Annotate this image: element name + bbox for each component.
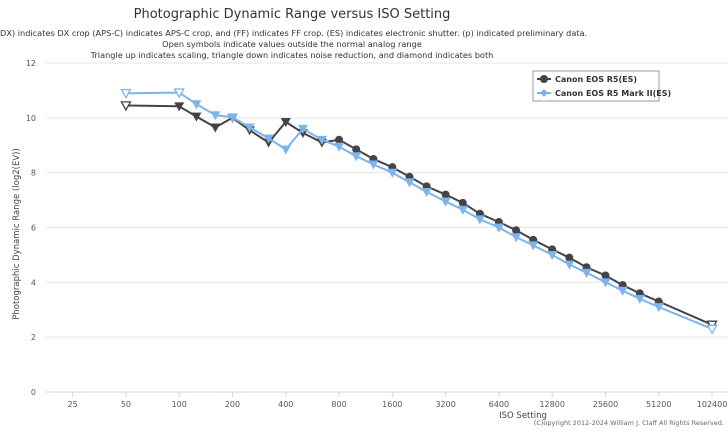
legend-label-canon-eos-r5: Canon EOS R5(ES) bbox=[555, 75, 637, 84]
chart-subtitle-line-2: Open symbols indicate values outside the… bbox=[162, 39, 422, 49]
data-point-triangle[interactable] bbox=[351, 152, 362, 162]
data-point-triangle[interactable] bbox=[511, 233, 522, 243]
data-point-triangle[interactable] bbox=[210, 123, 221, 133]
data-point-triangle[interactable] bbox=[387, 168, 398, 178]
x-tick-label: 100 bbox=[172, 400, 187, 409]
data-point-triangle[interactable] bbox=[210, 111, 221, 121]
data-point-triangle-open[interactable] bbox=[173, 88, 185, 99]
y-tick-label: 4 bbox=[31, 278, 36, 287]
legend-box bbox=[532, 70, 660, 102]
y-tick-label: 6 bbox=[31, 224, 36, 233]
x-tick-label: 51200 bbox=[646, 400, 671, 409]
data-point-circle[interactable] bbox=[512, 226, 521, 235]
series-layer bbox=[120, 88, 718, 335]
x-tick-label: 3200 bbox=[435, 400, 455, 409]
data-point-triangle[interactable] bbox=[617, 286, 628, 296]
data-point-triangle[interactable] bbox=[368, 160, 379, 170]
data-point-circle[interactable] bbox=[601, 271, 610, 280]
data-point-circle[interactable] bbox=[441, 190, 450, 199]
data-point-triangle[interactable] bbox=[244, 123, 255, 133]
data-point-triangle[interactable] bbox=[297, 124, 308, 134]
series-canon-eos-r5 bbox=[120, 101, 718, 331]
legend-item-canon-eos-r5-mark-ii[interactable]: Canon EOS R5 Mark II(ES) bbox=[537, 89, 671, 98]
data-point-triangle[interactable] bbox=[653, 303, 664, 313]
x-tick-label: 102400 bbox=[697, 400, 728, 409]
data-point-triangle[interactable] bbox=[280, 118, 291, 128]
data-point-triangle[interactable] bbox=[474, 215, 485, 225]
x-tick-label: 25600 bbox=[593, 400, 618, 409]
legend-circle-marker-icon bbox=[540, 75, 548, 83]
data-point-triangle[interactable] bbox=[191, 112, 202, 122]
data-point-triangle[interactable] bbox=[564, 260, 575, 270]
legend: Canon EOS R5(ES) Canon EOS R5 Mark II(ES… bbox=[532, 70, 671, 102]
data-point-circle[interactable] bbox=[565, 253, 574, 262]
y-tick-label: 8 bbox=[31, 169, 36, 178]
data-point-circle[interactable] bbox=[335, 135, 344, 144]
data-point-triangle[interactable] bbox=[334, 142, 345, 152]
data-point-triangle[interactable] bbox=[581, 268, 592, 278]
data-point-triangle[interactable] bbox=[263, 134, 274, 144]
data-point-triangle-open[interactable] bbox=[706, 324, 718, 335]
x-tick-label: 800 bbox=[331, 400, 346, 409]
data-point-triangle[interactable] bbox=[316, 135, 327, 145]
data-point-circle[interactable] bbox=[458, 198, 467, 207]
data-point-triangle[interactable] bbox=[227, 113, 238, 123]
x-tick-label: 1600 bbox=[382, 400, 402, 409]
legend-item-canon-eos-r5[interactable]: Canon EOS R5(ES) bbox=[537, 75, 637, 84]
x-tick-label: 400 bbox=[278, 400, 293, 409]
chart-subtitle-line-1: (DX) indicates DX crop (APS-C) indicates… bbox=[0, 28, 587, 38]
x-tick-label: 25 bbox=[68, 400, 78, 409]
y-tick-label: 0 bbox=[31, 388, 36, 397]
y-tick-label: 12 bbox=[26, 59, 36, 68]
y-tick-label: 2 bbox=[31, 333, 36, 342]
legend-diamond-marker-icon bbox=[540, 89, 548, 97]
data-point-triangle[interactable] bbox=[404, 178, 415, 188]
data-point-triangle[interactable] bbox=[493, 223, 504, 233]
data-point-circle[interactable] bbox=[352, 145, 361, 154]
series-canon-eos-r5-mark-ii bbox=[120, 88, 718, 335]
grid bbox=[46, 62, 728, 338]
data-point-triangle[interactable] bbox=[600, 278, 611, 288]
chart-title: Photographic Dynamic Range versus ISO Se… bbox=[134, 7, 451, 22]
data-point-triangle-open[interactable] bbox=[120, 101, 132, 112]
data-point-triangle[interactable] bbox=[174, 102, 185, 112]
legend-label-canon-eos-r5-mark-ii: Canon EOS R5 Mark II(ES) bbox=[555, 89, 671, 98]
data-point-triangle[interactable] bbox=[440, 197, 451, 207]
y-axis-ticks: 0 2 4 6 8 10 12 bbox=[26, 59, 36, 397]
data-point-triangle-open[interactable] bbox=[120, 88, 132, 100]
copyright-credit: (C)opyright 2012-2024 William J. Claff A… bbox=[534, 419, 724, 427]
x-tick-label: 50 bbox=[121, 400, 131, 409]
data-point-triangle[interactable] bbox=[457, 205, 468, 215]
data-point-triangle[interactable] bbox=[421, 188, 432, 198]
x-tick-label: 6400 bbox=[489, 400, 509, 409]
data-point-triangle[interactable] bbox=[634, 294, 645, 304]
data-point-triangle[interactable] bbox=[528, 241, 539, 251]
data-point-triangle[interactable] bbox=[547, 251, 558, 261]
x-tick-label: 200 bbox=[225, 400, 240, 409]
x-axis-ticks: 25 50 100 200 400 800 1600 3200 6400 12800 25600 51… bbox=[68, 392, 728, 409]
x-tick-label: 12800 bbox=[539, 400, 564, 409]
x-axis-label: ISO Setting bbox=[499, 411, 547, 421]
data-point-triangle[interactable] bbox=[280, 145, 291, 155]
data-point-triangle[interactable] bbox=[191, 100, 202, 110]
y-tick-label: 10 bbox=[26, 114, 36, 123]
chart-subtitle-line-3: Triangle up indicates scaling, triangle … bbox=[90, 50, 494, 60]
y-axis-label: Photographic Dynamic Range (log2(EV)) bbox=[12, 148, 22, 320]
